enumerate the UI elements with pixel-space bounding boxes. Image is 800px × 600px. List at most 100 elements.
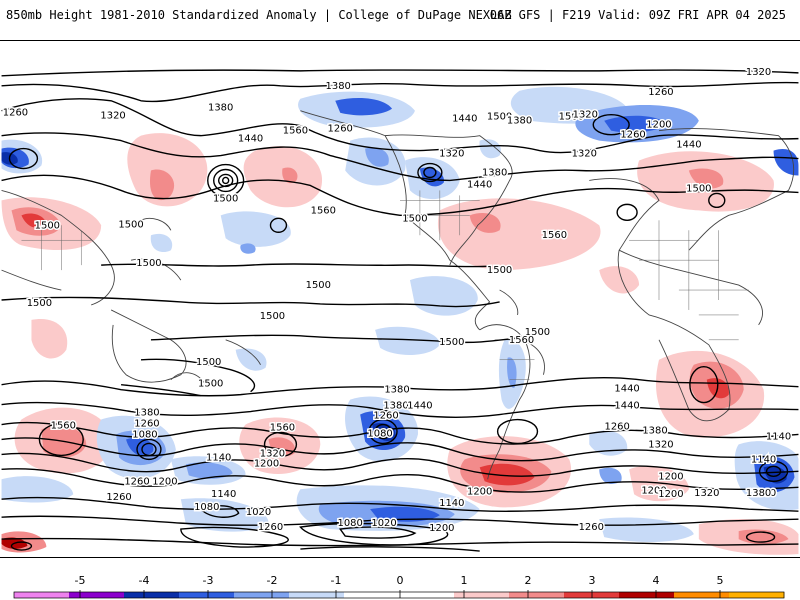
contour-label: 1140 — [210, 488, 238, 502]
contour-label: 1500 — [135, 257, 163, 271]
colorbar: -5 -4 -3 -2 -1 0 1 2 3 4 5 — [13, 574, 785, 599]
contour-label-text: 1380 — [384, 385, 409, 396]
contour-label-text: 1080 — [132, 429, 157, 440]
colorbar-segment — [729, 592, 785, 598]
contour-label-text: 1320 — [573, 110, 598, 121]
contour-label-text: 1080 — [367, 428, 392, 439]
contour-label: 1140 — [749, 453, 777, 467]
contour-label-text: 1500 — [27, 298, 52, 309]
contour-label: 1140 — [438, 497, 466, 511]
colorbar-segment — [674, 592, 730, 598]
contour-label: 1380 — [382, 399, 410, 413]
contour-label-text: 1320 — [746, 67, 771, 78]
map-header: 850mb Height 1981-2010 Standardized Anom… — [0, 0, 800, 36]
colorbar-tick-label: 4 — [653, 574, 660, 587]
contour-label: 1560 — [507, 333, 535, 347]
contour-label: 1500 — [195, 355, 223, 369]
contour-label-text: 1500 — [402, 213, 427, 224]
contour-label: 1200 — [657, 488, 685, 502]
contour-label: 1500 — [485, 110, 513, 124]
contour-label-text: 1260 — [620, 130, 645, 141]
colorbar-segment — [454, 592, 510, 598]
contour-label-text: 1320 — [694, 488, 719, 499]
contour-label-text: 1380 — [208, 103, 233, 114]
contour-label: 1380 — [207, 101, 235, 115]
colorbar-segment — [344, 592, 400, 598]
contour-label: 1080 — [366, 427, 394, 441]
contour-label-text: 1500 — [260, 311, 285, 322]
contour-label: 1560 — [309, 204, 337, 218]
contour-label-text: 1140 — [211, 489, 236, 500]
contour-label: 1320 — [258, 447, 286, 461]
contour-label: 1380 — [744, 487, 772, 501]
contour-label-text: 1200 — [658, 471, 683, 482]
contour-label-text: 1560 — [51, 421, 76, 432]
contour-label-text: 1440 — [407, 401, 432, 412]
colorbar-segment — [124, 592, 180, 598]
contour-label: 1020 — [244, 506, 272, 520]
contour-label: 1380 — [641, 424, 669, 438]
contour-label: 1440 — [613, 399, 641, 413]
contour-label: 1440 — [236, 132, 264, 146]
contour-label: 1260 — [326, 122, 354, 136]
contour-label-text: 1440 — [452, 114, 477, 125]
contour-label-text: 1560 — [509, 335, 534, 346]
positive-anomaly-shading — [1, 133, 799, 555]
contour-label: 1260 — [619, 128, 647, 142]
contour-label-text: 1020 — [371, 518, 396, 529]
contour-label-text: 1500 — [487, 265, 512, 276]
contour-label-text: 1260 — [579, 522, 604, 533]
contour-label-text: 1380 — [482, 167, 507, 178]
contour-label-text: 1380 — [383, 401, 408, 412]
colorbar-segment — [619, 592, 675, 598]
colorbar-segment — [69, 592, 125, 598]
contour-label: 1260 — [256, 521, 284, 535]
colorbar-segment — [399, 592, 455, 598]
colorbar-outline — [13, 591, 785, 599]
contour-label-text: 1500 — [525, 327, 550, 338]
contour-label-text: 1260 — [3, 108, 28, 119]
contour-label-text: 1560 — [283, 126, 308, 137]
contour-label: 1260 — [372, 409, 400, 423]
contour-label-text: 1560 — [270, 423, 295, 434]
contour-label-text: 1500 — [136, 258, 161, 269]
contour-label: 1200 — [252, 457, 280, 471]
colorbar-tick-label: 3 — [589, 574, 596, 587]
contour-label-text: 1380 — [507, 116, 532, 127]
contour-label: 1500 — [197, 377, 225, 391]
contour-label-text: 1440 — [238, 134, 263, 145]
contour-label-text: 1260 — [328, 124, 353, 135]
contour-label-text: 1320 — [648, 439, 673, 450]
contour-label-text: 1500 — [686, 183, 711, 194]
colorbar-segment — [14, 592, 70, 598]
contour-label-text: 1440 — [467, 179, 492, 190]
contour-label: 1380 — [324, 79, 352, 93]
contour-label-text: 1500 — [198, 379, 223, 390]
contour-label: 1020 — [370, 517, 398, 531]
contour-label-text: 1440 — [614, 401, 639, 412]
contour-label: 1200 — [151, 475, 179, 489]
contour-label-text: 1200 — [152, 476, 177, 487]
contour-label: 1500 — [401, 212, 429, 226]
contour-label: 1440 — [466, 178, 494, 192]
contour-label-text: 1320 — [100, 111, 125, 122]
height-contours — [1, 69, 799, 552]
contour-label-text: 1380 — [746, 488, 771, 499]
contour-label-text: 1500 — [559, 112, 584, 123]
contour-label: 1200 — [640, 484, 668, 498]
contour-label-text: 1200 — [254, 458, 279, 469]
contour-label: 1320 — [438, 147, 466, 161]
contour-label-text: 1500 — [118, 219, 143, 230]
contour-label: 1500 — [258, 309, 286, 323]
contour-label: 1200 — [466, 485, 494, 499]
contour-label: 1560 — [49, 419, 77, 433]
contour-label-text: 1140 — [751, 454, 776, 465]
contour-label: 1500 — [438, 335, 466, 349]
contour-label: 1560 — [268, 421, 296, 435]
contour-label-text: 1200 — [646, 120, 671, 131]
contour-label: 1320 — [744, 65, 772, 79]
contour-label-text: 1140 — [439, 498, 464, 509]
contour-label-text: 1260 — [604, 422, 629, 433]
contour-label-text: 1380 — [642, 425, 667, 436]
